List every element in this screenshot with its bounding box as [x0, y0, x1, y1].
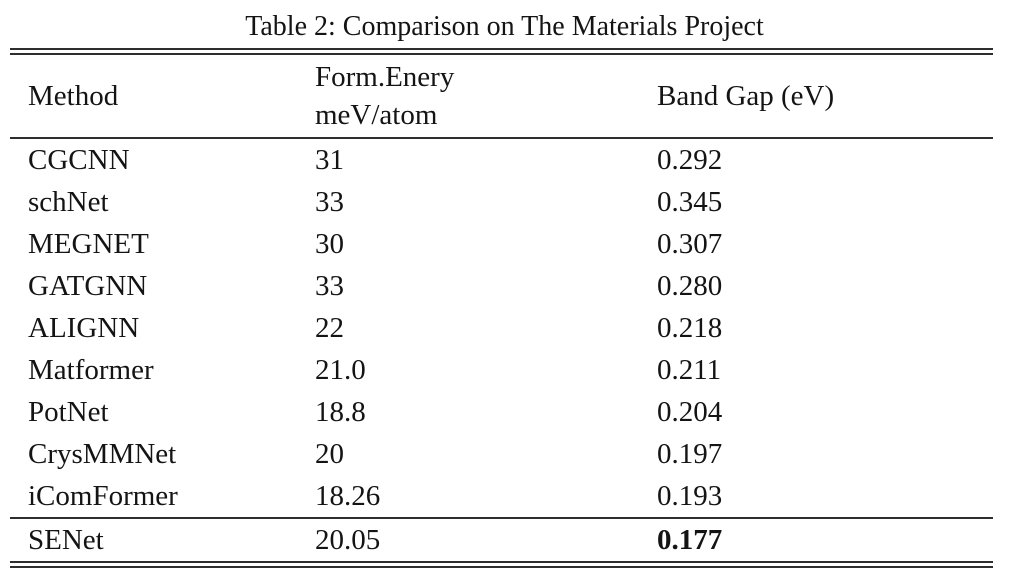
table-header-row: Method Form.Enery meV/atom Band Gap (eV)	[10, 55, 993, 137]
band-gap-cell: 0.280	[657, 269, 723, 302]
pre-highlight-rule	[10, 517, 993, 519]
band-gap-cell: 0.193	[657, 479, 723, 512]
table-row-highlight: SENet 20.05 0.177	[10, 519, 993, 561]
table-row: schNet 33 0.345	[10, 181, 993, 223]
header-form-energy-line2: meV/atom	[315, 99, 438, 131]
method-cell: CrysMMNet	[28, 437, 177, 470]
method-cell: schNet	[28, 185, 109, 218]
form-energy-cell: 33	[315, 185, 344, 218]
table-row: Matformer 21.0 0.211	[10, 349, 993, 391]
band-gap-cell: 0.345	[657, 185, 723, 218]
header-form-energy-line1: Form.Enery	[315, 61, 455, 93]
form-energy-cell: 31	[315, 143, 344, 176]
form-energy-cell: 30	[315, 227, 344, 260]
method-cell: GATGNN	[28, 269, 148, 302]
method-cell: Matformer	[28, 353, 154, 386]
table-row: GATGNN 33 0.280	[10, 265, 993, 307]
band-gap-cell-bold: 0.177	[657, 523, 723, 556]
table-row: MEGNET 30 0.307	[10, 223, 993, 265]
method-cell: CGCNN	[28, 143, 130, 176]
band-gap-cell: 0.204	[657, 395, 723, 428]
table-caption: Table 2: Comparison on The Materials Pro…	[245, 11, 764, 42]
method-cell: iComFormer	[28, 479, 178, 512]
band-gap-cell: 0.211	[657, 353, 722, 386]
table-row: PotNet 18.8 0.204	[10, 391, 993, 433]
form-energy-cell: 20	[315, 437, 344, 470]
band-gap-cell: 0.218	[657, 311, 723, 344]
header-band-gap: Band Gap (eV)	[657, 79, 835, 112]
method-cell: ALIGNN	[28, 311, 140, 344]
form-energy-cell: 20.05	[315, 523, 381, 556]
band-gap-cell: 0.197	[657, 437, 723, 470]
table-row: ALIGNN 22 0.218	[10, 307, 993, 349]
table-row: iComFormer 18.26 0.193	[10, 475, 993, 517]
table-row: CGCNN 31 0.292	[10, 139, 993, 181]
method-cell: PotNet	[28, 395, 109, 428]
header-rule	[10, 137, 993, 139]
band-gap-cell: 0.307	[657, 227, 723, 260]
form-energy-cell: 21.0	[315, 353, 366, 386]
method-cell: MEGNET	[28, 227, 149, 260]
form-energy-cell: 18.26	[315, 479, 381, 512]
form-energy-cell: 22	[315, 311, 344, 344]
bottom-double-rule	[10, 561, 993, 568]
header-form-energy: Form.Enery meV/atom	[315, 58, 657, 134]
table-row: CrysMMNet 20 0.197	[10, 433, 993, 475]
form-energy-cell: 18.8	[315, 395, 366, 428]
method-cell: SENet	[28, 523, 104, 556]
band-gap-cell: 0.292	[657, 143, 723, 176]
top-double-rule	[10, 48, 993, 55]
form-energy-cell: 33	[315, 269, 344, 302]
comparison-table: Method Form.Enery meV/atom Band Gap (eV)…	[10, 48, 993, 568]
header-method: Method	[28, 79, 119, 112]
